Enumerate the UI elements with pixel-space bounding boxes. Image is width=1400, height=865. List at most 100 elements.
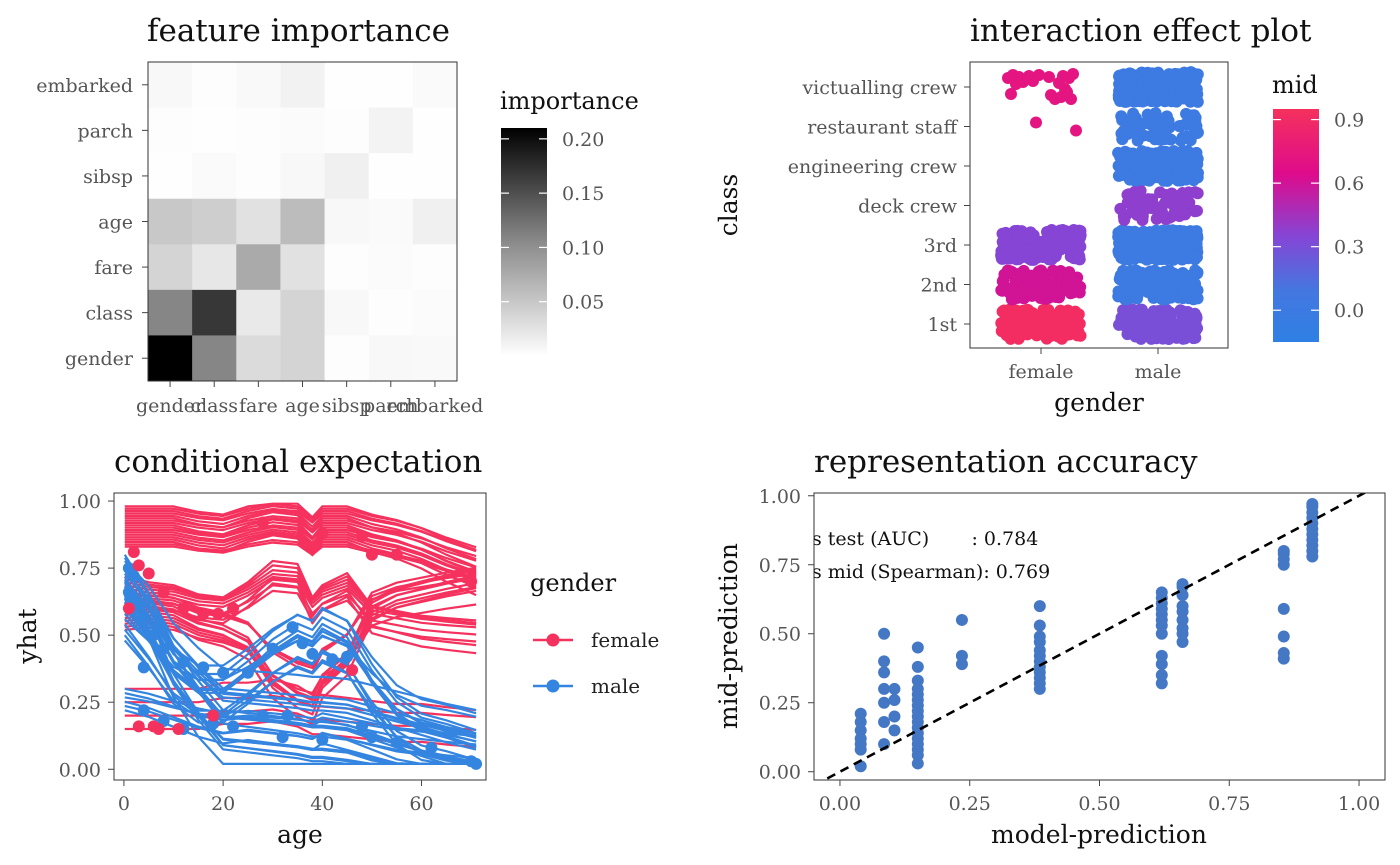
interaction-point	[1019, 307, 1032, 320]
interaction-x-ticks: female male	[1009, 348, 1181, 383]
importance-cell-class-gender	[148, 289, 193, 336]
accuracy-point	[854, 716, 867, 729]
importance-cell-parch-fare	[236, 107, 281, 154]
interaction-y-tick-label: engineering crew	[788, 156, 958, 178]
interaction-point	[1119, 70, 1132, 83]
ice-point-female	[227, 602, 240, 615]
interaction-point	[1004, 284, 1017, 297]
ice-point-male	[137, 610, 150, 623]
ice-point-female	[132, 720, 145, 733]
importance-cell-sibsp-parch	[368, 153, 414, 200]
importance-x-tick-label: class	[190, 395, 238, 417]
ice-curve-female	[124, 509, 477, 561]
interaction-point	[1132, 192, 1145, 205]
importance-cell-sibsp-fare	[236, 153, 281, 200]
interaction-point	[1162, 114, 1175, 127]
importance-cell-age-class	[192, 198, 237, 245]
interaction-point	[1164, 133, 1177, 146]
interaction-point	[1181, 164, 1194, 177]
interaction-point	[1190, 127, 1203, 140]
accuracy-x-tick-label: 0.00	[819, 793, 861, 815]
interaction-point	[1114, 150, 1127, 163]
ice-point-female	[152, 723, 165, 736]
interaction-point	[1032, 286, 1045, 299]
interaction-point	[1043, 71, 1055, 83]
interaction-point	[1042, 291, 1055, 304]
importance-cell-parch-embarked	[412, 107, 458, 154]
interaction-point	[1030, 116, 1042, 129]
accuracy-annotation-auc: s test (AUC) : 0.784	[812, 528, 1038, 550]
interaction-point	[1024, 232, 1037, 245]
ice-point-female	[177, 602, 190, 615]
interaction-point	[1156, 248, 1169, 261]
ice-x-label: age	[277, 820, 323, 849]
interaction-point	[1173, 150, 1186, 163]
accuracy-point	[1155, 677, 1168, 690]
accuracy-point	[911, 674, 924, 687]
interaction-point	[1146, 267, 1159, 280]
interaction-point	[1065, 93, 1077, 105]
importance-cell-age-sibsp	[324, 198, 370, 245]
interaction-point	[1190, 92, 1203, 105]
ice-curve-female	[124, 518, 477, 575]
ice-x-tick-label: 20	[211, 793, 235, 815]
ice-point-male	[122, 586, 135, 599]
interaction-point	[1149, 107, 1162, 120]
importance-cell-sibsp-embarked	[412, 153, 458, 200]
ice-point-female	[172, 723, 185, 736]
importance-cell-embarked-age	[280, 62, 326, 109]
importance-cell-parch-age	[280, 107, 326, 154]
interaction-legend-title: mid	[1272, 71, 1318, 99]
ice-points	[122, 516, 483, 770]
interaction-point	[1137, 117, 1150, 130]
interaction-point	[1151, 154, 1164, 167]
accuracy-point	[1155, 586, 1168, 599]
interaction-point	[1152, 227, 1165, 240]
interaction-point	[1187, 293, 1200, 306]
importance-cell-fare-class	[192, 244, 237, 291]
accuracy-point	[1155, 627, 1168, 640]
accuracy-point	[1033, 619, 1046, 632]
ice-point-male	[217, 666, 230, 679]
interaction-point	[1120, 95, 1133, 108]
interaction-point	[1181, 118, 1194, 131]
interaction-point	[1132, 280, 1145, 293]
importance-x-tick-label: parch	[363, 395, 418, 417]
accuracy-y-tick-label: 0.50	[759, 624, 801, 646]
interaction-legend-tick-label: 0.9	[1334, 110, 1364, 132]
importance-cell-class-age	[280, 289, 326, 336]
interaction-point	[1178, 66, 1191, 79]
importance-cell-class-fare	[236, 289, 281, 336]
interaction-point	[1189, 111, 1202, 124]
interaction-point	[1067, 68, 1079, 80]
ice-legend: female male	[533, 628, 659, 698]
ice-panel: conditional expectation 0.00 0.25 0.50 0.75…	[13, 444, 659, 849]
accuracy-point	[1277, 544, 1290, 557]
ice-curve-female	[124, 578, 477, 629]
interaction-y-tick-label: victualling crew	[801, 77, 957, 99]
interaction-point	[1037, 308, 1050, 321]
importance-legend-tick-label: 0.15	[562, 183, 604, 205]
accuracy-point	[911, 660, 924, 673]
accuracy-point	[1155, 658, 1168, 671]
accuracy-point	[1033, 630, 1046, 643]
ice-point-male	[425, 741, 438, 754]
interaction-legend-tick-label: 0.3	[1334, 237, 1364, 259]
accuracy-point	[955, 658, 968, 671]
importance-cell-sibsp-age	[280, 153, 326, 200]
accuracy-point	[955, 613, 968, 626]
interaction-point	[1118, 252, 1131, 265]
interaction-point	[1059, 83, 1071, 95]
ice-y-tick-label: 0.50	[59, 625, 101, 647]
interaction-point	[1023, 252, 1036, 265]
ice-point-female	[306, 540, 319, 553]
ice-y-tick-label: 0.00	[59, 759, 101, 781]
importance-legend-ticks: 0.05 0.10 0.15 0.20	[501, 129, 604, 314]
interaction-y-tick-label: deck crew	[858, 196, 958, 218]
importance-y-tick-label: age	[98, 212, 133, 234]
importance-cell-class-embarked	[412, 289, 458, 336]
ice-point-female	[390, 548, 403, 561]
interaction-point	[1174, 89, 1187, 102]
interaction-panel: interaction effect plot 1st 2nd 3rd deck cr…	[714, 13, 1364, 417]
